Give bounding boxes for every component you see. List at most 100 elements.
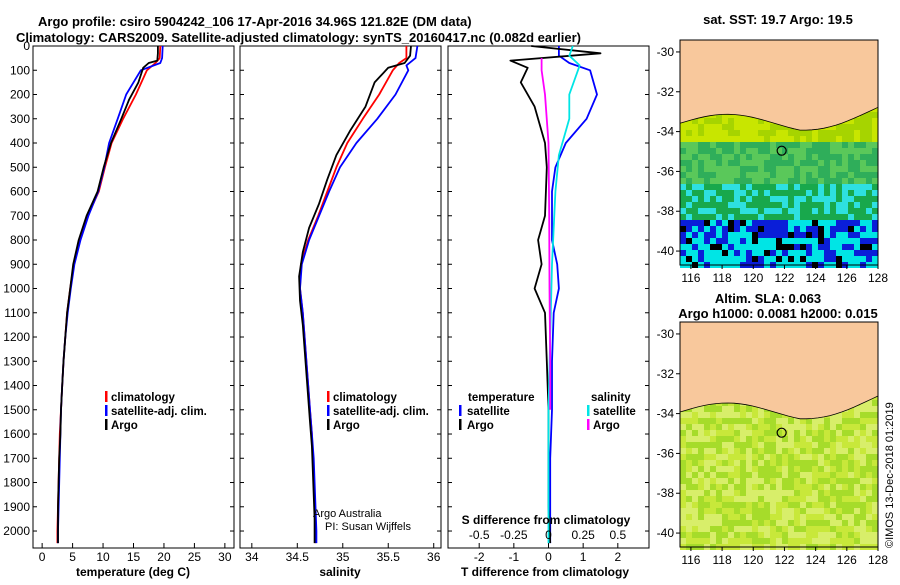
map-cell — [686, 166, 692, 172]
map-cell — [782, 196, 788, 202]
map-cell — [788, 256, 794, 262]
map-cell — [734, 202, 740, 208]
map-cell — [728, 244, 734, 250]
map-cell — [818, 160, 824, 166]
map-cell — [812, 190, 818, 196]
map-cell — [842, 490, 848, 496]
map-cell — [824, 442, 830, 448]
map-cell — [848, 238, 854, 244]
map-cell — [692, 118, 698, 124]
map-cell — [860, 418, 866, 424]
depth-tick-label: 500 — [10, 160, 30, 174]
map-cell — [794, 424, 800, 430]
map-cell — [686, 454, 692, 460]
map-cell — [872, 412, 878, 418]
map-cell — [848, 460, 854, 466]
map-cell — [764, 526, 770, 532]
map-cell — [788, 472, 794, 478]
map-cell — [776, 256, 782, 262]
legend-t-argo-label: Argo — [467, 420, 494, 432]
map-cell — [782, 202, 788, 208]
map-cell — [764, 148, 770, 154]
map-cell — [848, 214, 854, 220]
map-cell — [728, 448, 734, 454]
map-cell — [782, 454, 788, 460]
map-cell — [866, 184, 872, 190]
map-cell — [752, 484, 758, 490]
map-cell — [872, 448, 878, 454]
map-cell — [866, 442, 872, 448]
map-cell — [698, 496, 704, 502]
map-cell — [686, 478, 692, 484]
map-cell — [770, 202, 776, 208]
map-cell — [848, 256, 854, 262]
map-cell — [698, 454, 704, 460]
map-cell — [806, 490, 812, 496]
map-cell — [776, 454, 782, 460]
map-cell — [758, 436, 764, 442]
sst-map-title: sat. SST: 19.7 Argo: 19.5 — [703, 12, 853, 27]
map-cell — [812, 526, 818, 532]
map-cell — [860, 424, 866, 430]
map-cell — [722, 430, 728, 436]
map-cell — [710, 118, 716, 124]
map-cell — [800, 130, 806, 136]
map-cell — [800, 244, 806, 250]
map-cell — [698, 256, 704, 262]
map-cell — [740, 520, 746, 526]
map-cell — [848, 178, 854, 184]
map-cell — [818, 238, 824, 244]
map-cell — [680, 250, 686, 256]
map-cell — [848, 202, 854, 208]
depth-tick-label: 1100 — [4, 306, 30, 320]
map-cell — [800, 478, 806, 484]
map-cell — [722, 424, 728, 430]
map-cell — [788, 166, 794, 172]
map-cell — [770, 454, 776, 460]
map-cell — [806, 214, 812, 220]
map-cell — [704, 250, 710, 256]
map-cell — [716, 172, 722, 178]
map-cell — [758, 472, 764, 478]
map-cell — [848, 148, 854, 154]
map-cell — [794, 454, 800, 460]
map-cell — [776, 202, 782, 208]
map-cell — [836, 418, 842, 424]
map-cell — [698, 448, 704, 454]
map-cell — [812, 232, 818, 238]
map-cell — [788, 184, 794, 190]
map-cell — [722, 502, 728, 508]
map-cell — [740, 466, 746, 472]
map-cell — [722, 520, 728, 526]
map-cell — [788, 484, 794, 490]
map-cell — [680, 202, 686, 208]
map-cell — [686, 160, 692, 166]
map-cell — [770, 502, 776, 508]
map-cell — [704, 220, 710, 226]
map-cell — [698, 166, 704, 172]
map-cell — [782, 526, 788, 532]
map-cell — [764, 442, 770, 448]
series-line-argo — [57, 46, 159, 544]
map-cell — [740, 214, 746, 220]
map-cell — [740, 538, 746, 544]
map-cell — [710, 424, 716, 430]
map-cell — [710, 436, 716, 442]
lon-tick-label: 124 — [806, 553, 826, 567]
map-cell — [860, 142, 866, 148]
map-cell — [848, 172, 854, 178]
map-cell — [818, 208, 824, 214]
map-cell — [842, 178, 848, 184]
map-cell — [758, 484, 764, 490]
map-cell — [758, 160, 764, 166]
map-cell — [824, 184, 830, 190]
map-cell — [716, 166, 722, 172]
map-cell — [866, 484, 872, 490]
map-cell — [794, 430, 800, 436]
map-cell — [728, 526, 734, 532]
map-cell — [722, 148, 728, 154]
map-cell — [836, 454, 842, 460]
map-cell — [824, 484, 830, 490]
map-cell — [710, 238, 716, 244]
map-cell — [752, 430, 758, 436]
